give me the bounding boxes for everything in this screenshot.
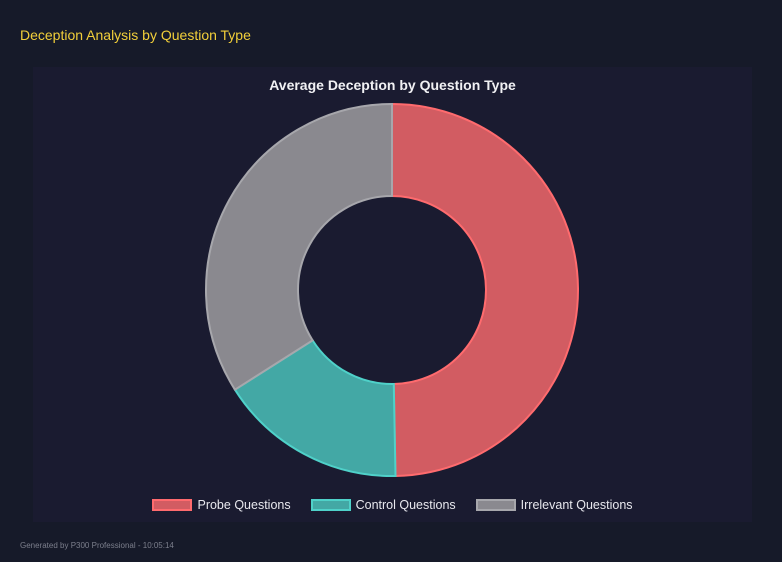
legend-label: Irrelevant Questions <box>520 498 633 512</box>
chart-title: Average Deception by Question Type <box>269 77 516 93</box>
footer-text: Generated by P300 Professional - 10:05:1… <box>20 541 174 550</box>
donut-chart <box>205 102 579 477</box>
legend-item-irrelevant[interactable]: Irrelevant Questions <box>475 498 633 512</box>
donut-slice-control-questions[interactable] <box>233 338 397 477</box>
chart-panel: Average Deception by Question Type Probe… <box>33 67 752 522</box>
legend: Probe Questions Control Questions Irrele… <box>33 498 752 512</box>
legend-swatch <box>475 499 516 511</box>
legend-item-control[interactable]: Control Questions <box>310 498 456 512</box>
page-heading: Deception Analysis by Question Type <box>20 27 251 43</box>
legend-swatch <box>152 499 193 511</box>
legend-label: Probe Questions <box>197 498 291 512</box>
donut-slice-irrelevant-questions[interactable] <box>205 102 393 392</box>
legend-swatch <box>310 499 351 511</box>
legend-label: Control Questions <box>355 498 456 512</box>
donut-slice-probe-questions[interactable] <box>391 102 579 477</box>
legend-item-probe[interactable]: Probe Questions <box>152 498 291 512</box>
